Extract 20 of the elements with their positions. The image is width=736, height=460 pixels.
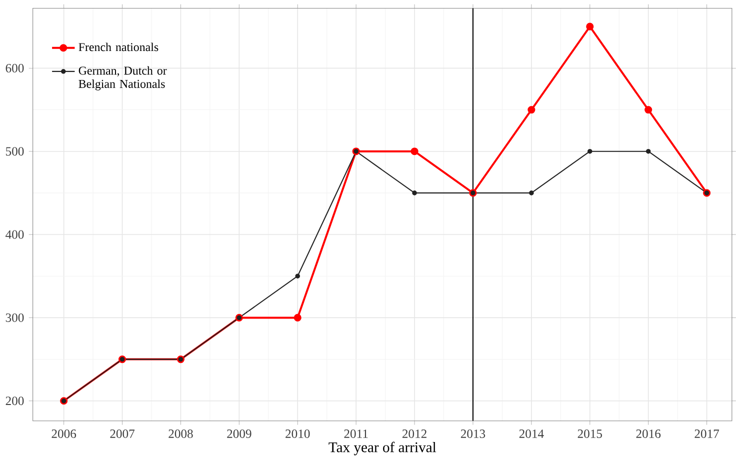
x-tick-label: 2017 (694, 430, 720, 438)
y-tick-label: 600 (6, 64, 24, 73)
x-tick-label: 2007 (110, 430, 135, 438)
x-tick-label: 2011 (344, 430, 368, 438)
x-tick-label: 2014 (519, 430, 544, 438)
legend-label: German, Dutch or Belgian Nationals (78, 66, 167, 91)
y-tick-label: 400 (6, 230, 24, 239)
y-tick-label: 200 (6, 396, 24, 406)
x-tick-label: 2016 (636, 430, 661, 438)
legend-label: French nationals (78, 42, 158, 52)
x-tick-label: 2012 (402, 430, 426, 438)
x-tick-label: 2009 (227, 430, 252, 438)
x-tick-label: 2008 (168, 430, 193, 438)
x-axis-title: Tax year of arrival (328, 442, 436, 456)
x-tick-label: 2013 (460, 430, 486, 438)
y-tick-label: 500 (6, 147, 24, 156)
y-tick-label: 300 (6, 314, 24, 322)
x-tick-label: 2010 (286, 430, 310, 438)
x-tick-label: 2015 (578, 430, 602, 438)
x-tick-label: 2006 (52, 430, 76, 438)
